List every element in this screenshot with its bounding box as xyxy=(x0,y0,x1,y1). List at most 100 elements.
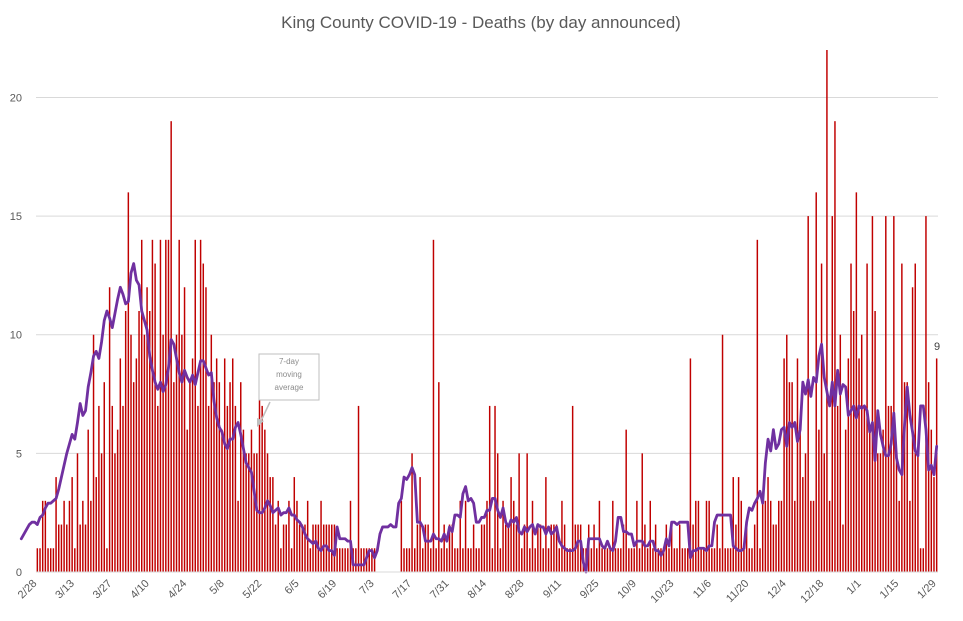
x-tick-label: 11/20 xyxy=(724,578,751,605)
bar-series xyxy=(36,50,938,573)
bar xyxy=(197,405,199,572)
bar xyxy=(786,334,788,572)
x-tick-label: 7/31 xyxy=(428,578,452,602)
bar xyxy=(558,548,560,572)
bar xyxy=(416,524,419,572)
bar xyxy=(885,216,887,572)
bar xyxy=(221,429,223,572)
bar xyxy=(769,500,772,572)
bar xyxy=(403,548,405,572)
bar xyxy=(828,500,831,572)
bar xyxy=(703,548,705,572)
bar xyxy=(207,405,210,572)
bar xyxy=(467,548,469,572)
bar xyxy=(740,500,743,572)
bar xyxy=(229,382,231,572)
bar xyxy=(472,524,475,572)
bar xyxy=(606,548,609,572)
bar xyxy=(638,548,641,572)
bar xyxy=(234,405,237,572)
x-axis: 2/28 3/13 3/27 4/10 4/24 5/8 5/22 6/5 6/19 7/3 7/1… xyxy=(16,571,939,606)
bar xyxy=(435,548,437,572)
bar xyxy=(52,548,55,572)
bar xyxy=(290,548,293,572)
bar xyxy=(791,382,793,572)
bar xyxy=(692,524,694,572)
x-tick-label: 5/22 xyxy=(241,578,265,602)
bar xyxy=(505,524,507,572)
bar xyxy=(269,477,271,572)
bar xyxy=(140,239,143,572)
bar xyxy=(60,524,63,572)
bar xyxy=(531,500,534,572)
bar xyxy=(63,500,65,572)
bar xyxy=(745,524,748,572)
bar xyxy=(446,548,448,572)
bar xyxy=(151,239,154,572)
bar xyxy=(743,548,745,572)
bar xyxy=(282,524,285,572)
bar xyxy=(106,548,108,572)
x-tick-label: 1/29 xyxy=(915,578,939,602)
bar xyxy=(914,263,916,572)
bar xyxy=(159,239,162,572)
bar xyxy=(697,500,700,572)
bar xyxy=(438,382,440,572)
bar xyxy=(108,287,111,572)
bar xyxy=(705,500,708,572)
bar xyxy=(491,548,494,572)
bar xyxy=(590,548,593,572)
bar xyxy=(162,334,164,572)
bar xyxy=(759,548,761,572)
bar xyxy=(41,500,44,572)
bar xyxy=(475,548,478,572)
bar xyxy=(122,405,124,572)
bar xyxy=(935,358,938,572)
bar xyxy=(440,548,443,572)
chart-title: King County COVID-19 - Deaths (by day an… xyxy=(281,13,681,32)
bar xyxy=(810,500,812,572)
bar xyxy=(507,524,510,572)
bar xyxy=(462,548,464,572)
bar xyxy=(486,500,488,572)
bar xyxy=(561,500,563,572)
bar xyxy=(248,453,250,572)
bar xyxy=(925,216,927,572)
bar xyxy=(622,524,625,572)
bar xyxy=(167,239,170,572)
bar xyxy=(405,548,408,572)
bar xyxy=(542,548,544,572)
y-tick-label: 5 xyxy=(16,448,22,460)
bar xyxy=(724,548,726,572)
bar xyxy=(430,548,432,572)
bar xyxy=(502,500,504,572)
bar xyxy=(775,524,777,572)
bar xyxy=(569,548,571,572)
bar xyxy=(836,405,839,572)
bar xyxy=(119,358,122,572)
bar xyxy=(344,548,346,572)
bar xyxy=(277,500,279,572)
x-tick-label: 7/17 xyxy=(391,578,415,602)
y-tick-label: 20 xyxy=(10,92,22,104)
bar xyxy=(713,548,716,572)
bar xyxy=(178,239,180,572)
bar xyxy=(183,287,186,572)
bar xyxy=(157,405,159,572)
bar xyxy=(670,524,673,572)
bar xyxy=(756,239,759,572)
bar xyxy=(593,524,595,572)
bar xyxy=(523,524,526,572)
x-tick-label: 4/10 xyxy=(128,578,152,602)
bar xyxy=(539,524,542,572)
bar xyxy=(753,524,756,572)
bar xyxy=(668,548,670,572)
bar xyxy=(36,548,39,572)
bar xyxy=(737,477,740,572)
bar xyxy=(135,358,138,572)
bar xyxy=(689,358,692,572)
bar xyxy=(571,405,574,572)
bar xyxy=(432,239,435,572)
bar xyxy=(649,500,651,572)
